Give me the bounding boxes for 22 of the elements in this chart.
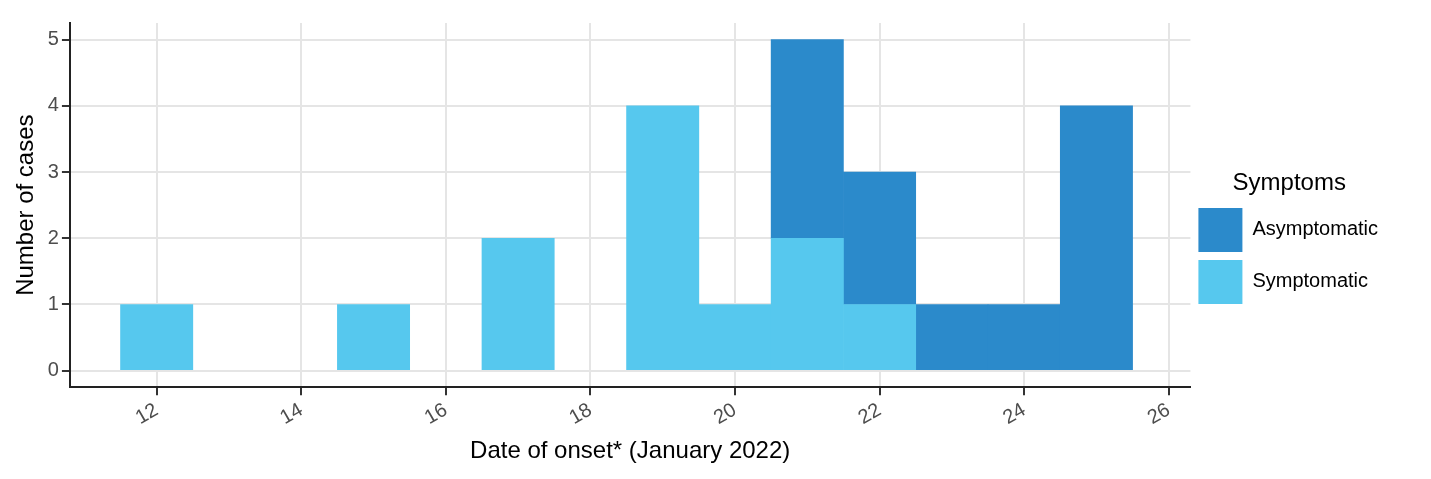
y-tick-label: 4 <box>47 93 59 116</box>
y-tick-label: 1 <box>47 292 59 315</box>
bar <box>337 304 411 371</box>
x-tick-label: 16 <box>420 397 451 429</box>
legend-label: Asymptomatic <box>1252 217 1379 240</box>
x-axis-title: Date of onset* (January 2022) <box>470 436 791 464</box>
y-tick-label: 3 <box>47 159 59 182</box>
y-tick-label: 0 <box>47 358 59 381</box>
x-tick-label: 24 <box>998 397 1029 429</box>
y-tick-label: 5 <box>47 27 59 50</box>
x-tick-label: 18 <box>564 397 596 429</box>
y-tick-label: 2 <box>47 225 59 248</box>
y-axis-title: Number of cases <box>11 114 39 296</box>
bar <box>481 237 555 371</box>
x-tick-label: 20 <box>709 397 740 429</box>
legend-title: Symptoms <box>1232 167 1346 195</box>
bar <box>120 304 194 371</box>
x-tick-label: 12 <box>131 397 162 429</box>
legend-label: Symptomatic <box>1252 269 1369 292</box>
x-tick-label: 22 <box>854 397 885 429</box>
x-tick-label: 26 <box>1143 397 1174 429</box>
x-tick-label: 14 <box>275 397 307 429</box>
